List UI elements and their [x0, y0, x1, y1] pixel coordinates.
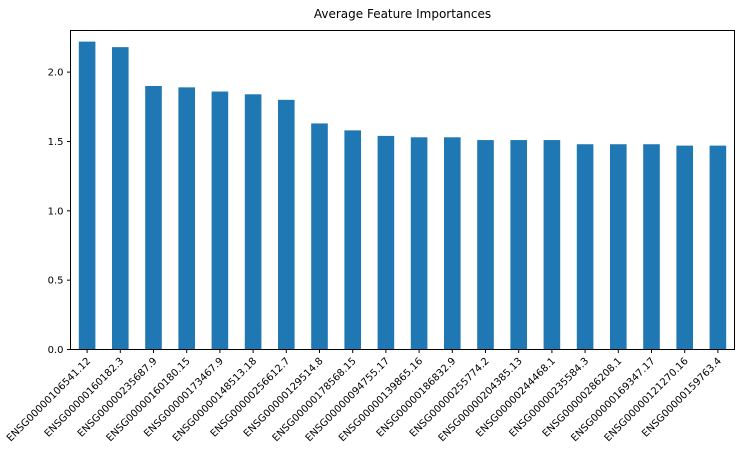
bars-group: [78, 41, 727, 350]
y-tick-label-1: 0.5: [48, 276, 64, 287]
chart-title: Average Feature Importances: [314, 7, 491, 21]
x-axis: ENSG00000106541.12ENSG00000160182.3ENSG0…: [5, 349, 724, 444]
plot-frame: [70, 30, 735, 350]
bar-7: [311, 123, 328, 350]
bar-15: [576, 144, 594, 350]
bar-9: [377, 135, 395, 350]
bar-17: [643, 144, 660, 350]
bar-11: [444, 137, 461, 350]
bar-0: [78, 41, 96, 350]
y-tick-label-4: 2.0: [48, 68, 64, 79]
bar-14: [543, 140, 561, 350]
bar-13: [510, 140, 527, 350]
bar-1: [112, 47, 129, 350]
y-tick-label-3: 1.5: [48, 137, 64, 148]
y-axis: 0.0 0.5 1.0 1.5 2.0: [48, 68, 71, 356]
bar-16: [610, 144, 627, 350]
bar-19: [709, 145, 727, 350]
bar-18: [676, 145, 693, 350]
y-tick-label-2: 1.0: [48, 206, 64, 217]
bar-6: [278, 99, 295, 350]
y-tick-label-0: 0.0: [48, 345, 64, 356]
bar-3: [178, 87, 195, 350]
bar-8: [344, 130, 361, 350]
bar-12: [477, 140, 494, 350]
bar-2: [145, 85, 162, 350]
bar-5: [244, 94, 262, 350]
bar-4: [211, 91, 229, 350]
bar-10: [410, 137, 428, 350]
